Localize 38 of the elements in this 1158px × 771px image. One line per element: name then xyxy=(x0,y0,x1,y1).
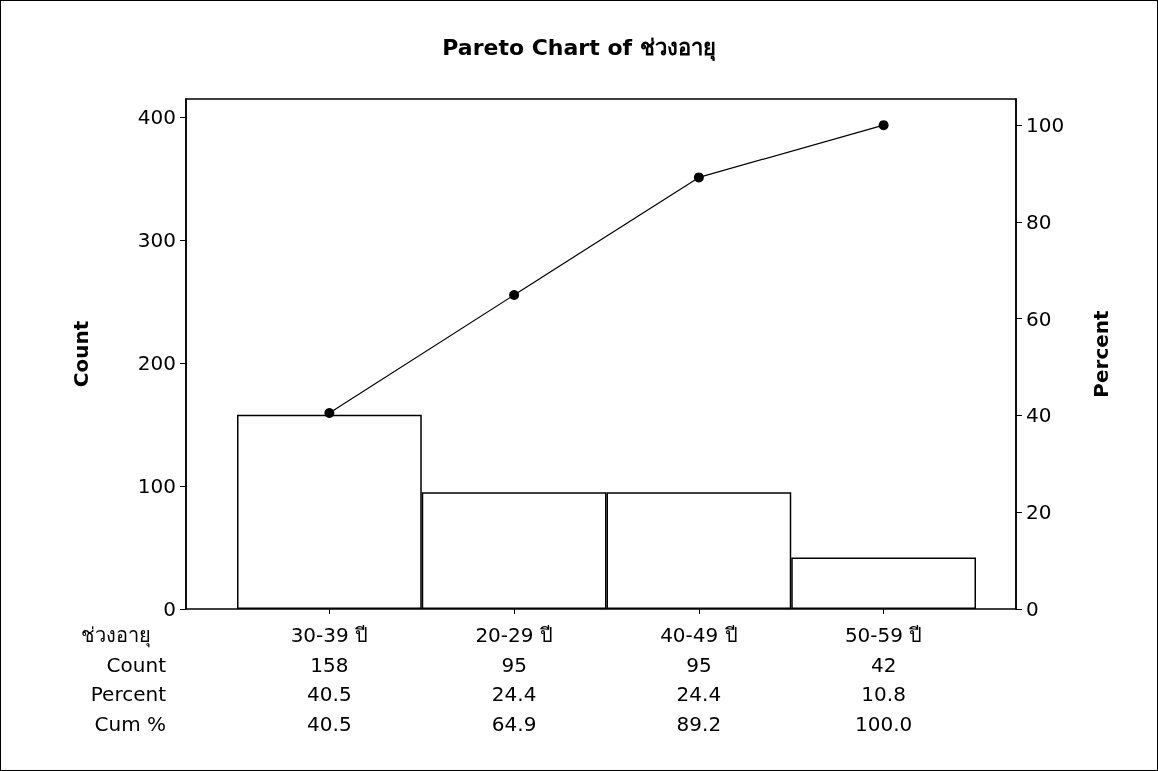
y2-tick-label: 40 xyxy=(1026,403,1052,428)
y2-tick-label: 80 xyxy=(1026,209,1052,234)
x-tick-label: 20-29 ปี xyxy=(475,623,553,647)
x-axis-title: ช่วงอายุ xyxy=(81,623,151,648)
data-label: 89.2 xyxy=(676,711,722,736)
x-tick-label: 50-59 ปี xyxy=(844,623,923,647)
point xyxy=(878,120,889,131)
y-axis-title: Count xyxy=(69,320,93,388)
y2-tick-label: 100 xyxy=(1026,113,1065,138)
data-label: 42 xyxy=(870,652,897,677)
y-tick-label: 400 xyxy=(137,105,176,130)
data-label: 95 xyxy=(686,652,712,677)
y2-tick-label: 0 xyxy=(1026,597,1039,621)
x-tick-label: 40-49 ปี xyxy=(660,623,738,647)
y-tick-label: 100 xyxy=(137,474,176,499)
data-label: 158 xyxy=(310,652,349,677)
text: 24.4 xyxy=(491,682,537,706)
text: 10.8 xyxy=(861,682,906,706)
text: Cum % xyxy=(94,711,166,736)
data-label: 64.9 xyxy=(491,711,537,736)
y2-tick-label: 20 xyxy=(1026,500,1052,525)
y-tick-label: 200 xyxy=(137,351,176,376)
point xyxy=(693,172,704,183)
text: Count xyxy=(106,652,167,677)
x-tick-label: 30-39 ปี xyxy=(290,623,369,647)
data-label: 100.0 xyxy=(854,711,913,736)
y2-axis-title: Percent xyxy=(1089,309,1113,398)
text: Percent xyxy=(90,682,167,706)
chart-title: Pareto Chart of ช่วงอายุ xyxy=(442,34,716,62)
point xyxy=(324,408,335,419)
y-tick-label: 0 xyxy=(163,597,176,621)
point xyxy=(509,289,520,300)
data-label: 95 xyxy=(501,652,527,677)
y2-tick-label: 60 xyxy=(1026,306,1052,331)
text: 24.4 xyxy=(676,682,722,706)
text: 40.5 xyxy=(307,682,352,706)
data-label: 40.5 xyxy=(307,711,352,736)
y-tick-label: 300 xyxy=(137,228,176,253)
